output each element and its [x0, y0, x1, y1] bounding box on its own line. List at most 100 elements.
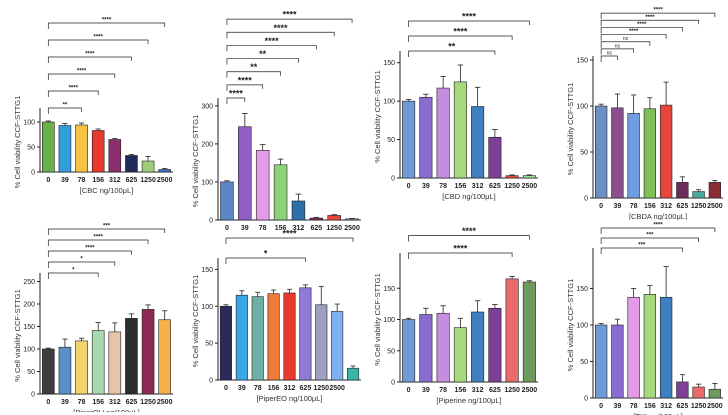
- bar: [75, 124, 88, 173]
- bar: [708, 182, 722, 199]
- bar: [643, 108, 657, 199]
- y-tick-label: 50: [580, 359, 588, 366]
- bar: [158, 169, 171, 173]
- significance-label: ****: [94, 35, 104, 41]
- y-tick-label: 150: [23, 324, 35, 331]
- significance-bracket: [600, 34, 667, 41]
- y-tick-label: 0: [584, 196, 588, 203]
- significance-bracket: [226, 71, 281, 78]
- bar: [505, 278, 519, 383]
- bar: [331, 311, 344, 381]
- x-axis-label: [CBC ng/100μL]: [80, 186, 134, 195]
- x-tick-label: 2500: [157, 399, 173, 406]
- bar: [676, 381, 689, 399]
- x-tick-label: 1250: [140, 177, 156, 184]
- significance-label: ****: [653, 223, 663, 229]
- y-tick-label: 50: [27, 369, 35, 376]
- x-tick-label: 0: [46, 177, 50, 184]
- x-tick-label: 312: [109, 177, 121, 184]
- x-tick-label: 78: [439, 183, 447, 190]
- y-tick-label: 150: [201, 267, 213, 274]
- significance-bracket: [47, 250, 132, 257]
- x-tick-label: 2500: [522, 387, 538, 394]
- bar: [58, 125, 72, 173]
- significance-label: *: [80, 257, 83, 263]
- significance-bracket: [408, 252, 513, 259]
- significance-bracket: [226, 97, 246, 104]
- significance-label: ****: [645, 15, 655, 21]
- bar: [238, 126, 252, 221]
- x-tick-label: 0: [407, 387, 411, 394]
- x-tick-label: 0: [224, 385, 228, 392]
- x-tick-label: 156: [92, 177, 104, 184]
- y-tick-label: 100: [383, 317, 395, 324]
- significance-bracket: [600, 12, 716, 20]
- significance-label: ****: [453, 27, 468, 37]
- bar: [453, 327, 467, 383]
- x-tick-label: 2500: [344, 225, 360, 232]
- y-tick-label: 50: [387, 348, 395, 355]
- bar: [643, 294, 657, 399]
- y-axis-label: % Cell viability CCF-STTG1: [13, 96, 22, 189]
- bar: [692, 386, 705, 399]
- x-tick-label: 2500: [707, 203, 723, 210]
- significance-label: ***: [638, 243, 646, 249]
- bar: [141, 160, 155, 173]
- significance-label: **: [448, 42, 456, 52]
- y-tick-label: 150: [576, 286, 588, 293]
- y-tick-label: 100: [201, 304, 213, 311]
- x-tick-label: 1250: [504, 387, 520, 394]
- x-tick-label: 625: [300, 385, 312, 392]
- x-axis-label: [CBG ng/100μL]: [263, 234, 317, 235]
- y-tick-label: 250: [23, 279, 35, 286]
- significance-label: *: [264, 249, 268, 259]
- bar: [267, 293, 280, 381]
- x-tick-label: 2500: [157, 177, 173, 184]
- significance-label: ****: [102, 18, 112, 24]
- x-tick-label: 625: [126, 399, 138, 406]
- bar: [692, 191, 705, 199]
- significance-bracket: [47, 90, 99, 97]
- significance-bracket: [600, 27, 683, 34]
- bar: [108, 331, 122, 395]
- x-tick-label: 156: [644, 203, 656, 210]
- bar: [611, 324, 624, 399]
- y-axis-label: % Cell viability CCF-STTG1: [566, 279, 575, 372]
- x-axis-label: [PiperOH ng/100μL]: [73, 408, 139, 412]
- bar: [708, 388, 722, 399]
- x-tick-label: 39: [61, 177, 69, 184]
- x-tick-label: 39: [241, 225, 249, 232]
- bar: [58, 346, 72, 395]
- y-tick-label: 0: [31, 170, 35, 177]
- x-tick-label: 0: [599, 203, 603, 210]
- bar: [42, 121, 55, 173]
- x-tick-label: 625: [310, 225, 322, 232]
- significance-label: ****: [77, 69, 87, 75]
- significance-bracket: [47, 261, 116, 268]
- x-tick-label: 2500: [707, 403, 723, 410]
- x-tick-label: 1250: [140, 399, 156, 406]
- y-tick-label: 50: [27, 145, 35, 152]
- y-tick-label: 0: [391, 380, 395, 387]
- x-tick-label: 39: [61, 399, 69, 406]
- y-tick-label: 150: [576, 58, 588, 65]
- x-tick-label: 78: [78, 177, 86, 184]
- bar: [659, 296, 673, 399]
- x-tick-label: 78: [259, 225, 267, 232]
- x-tick-label: 78: [630, 203, 638, 210]
- y-tick-label: 0: [31, 392, 35, 399]
- chart-panel-piperoh: % Cell viability CCF-STTG1 0 50 100 150 200 25…: [13, 224, 173, 412]
- y-tick-label: 200: [23, 302, 35, 309]
- significance-bracket: [600, 227, 716, 234]
- x-tick-label: 0: [46, 399, 50, 406]
- significance-bracket: [226, 58, 299, 65]
- bar: [315, 304, 328, 381]
- x-axis-label: [CBDA ng/100μL]: [629, 212, 687, 220]
- x-tick-label: 312: [293, 225, 305, 232]
- bar: [91, 330, 105, 395]
- significance-label: ns: [615, 43, 621, 49]
- significance-label: ****: [69, 86, 79, 92]
- x-tick-label: 0: [599, 403, 603, 410]
- y-tick-label: 100: [576, 323, 588, 330]
